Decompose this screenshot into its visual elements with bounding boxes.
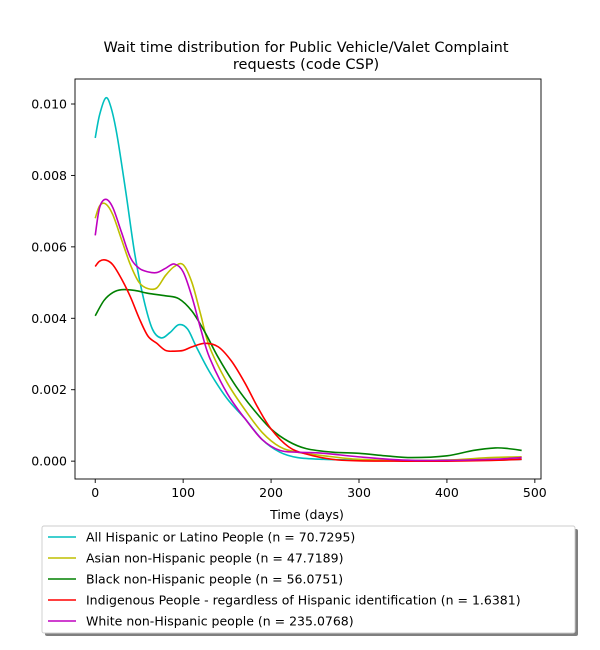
x-axis-label: Time (days) (269, 507, 344, 522)
y-tick-label: 0.004 (31, 311, 67, 326)
plot-area (74, 78, 542, 480)
series-layer (94, 96, 522, 463)
x-tick-label: 400 (435, 485, 459, 500)
legend-label-1: All Hispanic or Latino People (n = 70.72… (86, 530, 355, 545)
chart-title-line-2: requests (code CSP) (233, 57, 379, 73)
series-line-2 (94, 202, 522, 462)
x-tick-label: 100 (171, 485, 195, 500)
y-tick-label: 0.008 (31, 168, 67, 183)
x-tick-label: 200 (259, 485, 283, 500)
x-axis: 0 100 200 300 400 500 (91, 479, 547, 500)
legend: All Hispanic or Latino People (n = 70.72… (41, 525, 578, 636)
chart-title-line-1: Wait time distribution for Public Vehicl… (103, 40, 508, 56)
series-line-4 (94, 259, 522, 463)
x-tick-label: 500 (523, 485, 547, 500)
legend-items: All Hispanic or Latino People (n = 70.72… (48, 530, 521, 629)
legend-box (41, 525, 576, 634)
legend-label-3: Black non-Hispanic people (n = 56.0751) (86, 572, 343, 587)
y-tick-label: 0.010 (31, 97, 67, 112)
legend-label-4: Indigenous People - regardless of Hispan… (86, 593, 521, 608)
y-axis: 0.000 0.002 0.004 0.006 0.008 0.010 (31, 97, 75, 469)
series-line-1 (94, 96, 522, 462)
series-line-5 (94, 198, 522, 462)
y-tick-label: 0.006 (31, 239, 67, 254)
legend-label-5: White non-Hispanic people (n = 235.0768) (86, 614, 354, 629)
series-line-3 (94, 288, 522, 459)
x-tick-label: 300 (347, 485, 371, 500)
x-tick-label: 0 (91, 485, 99, 500)
y-tick-label: 0.000 (31, 454, 67, 469)
y-tick-label: 0.002 (31, 382, 67, 397)
legend-label-2: Asian non-Hispanic people (n = 47.7189) (86, 551, 343, 566)
